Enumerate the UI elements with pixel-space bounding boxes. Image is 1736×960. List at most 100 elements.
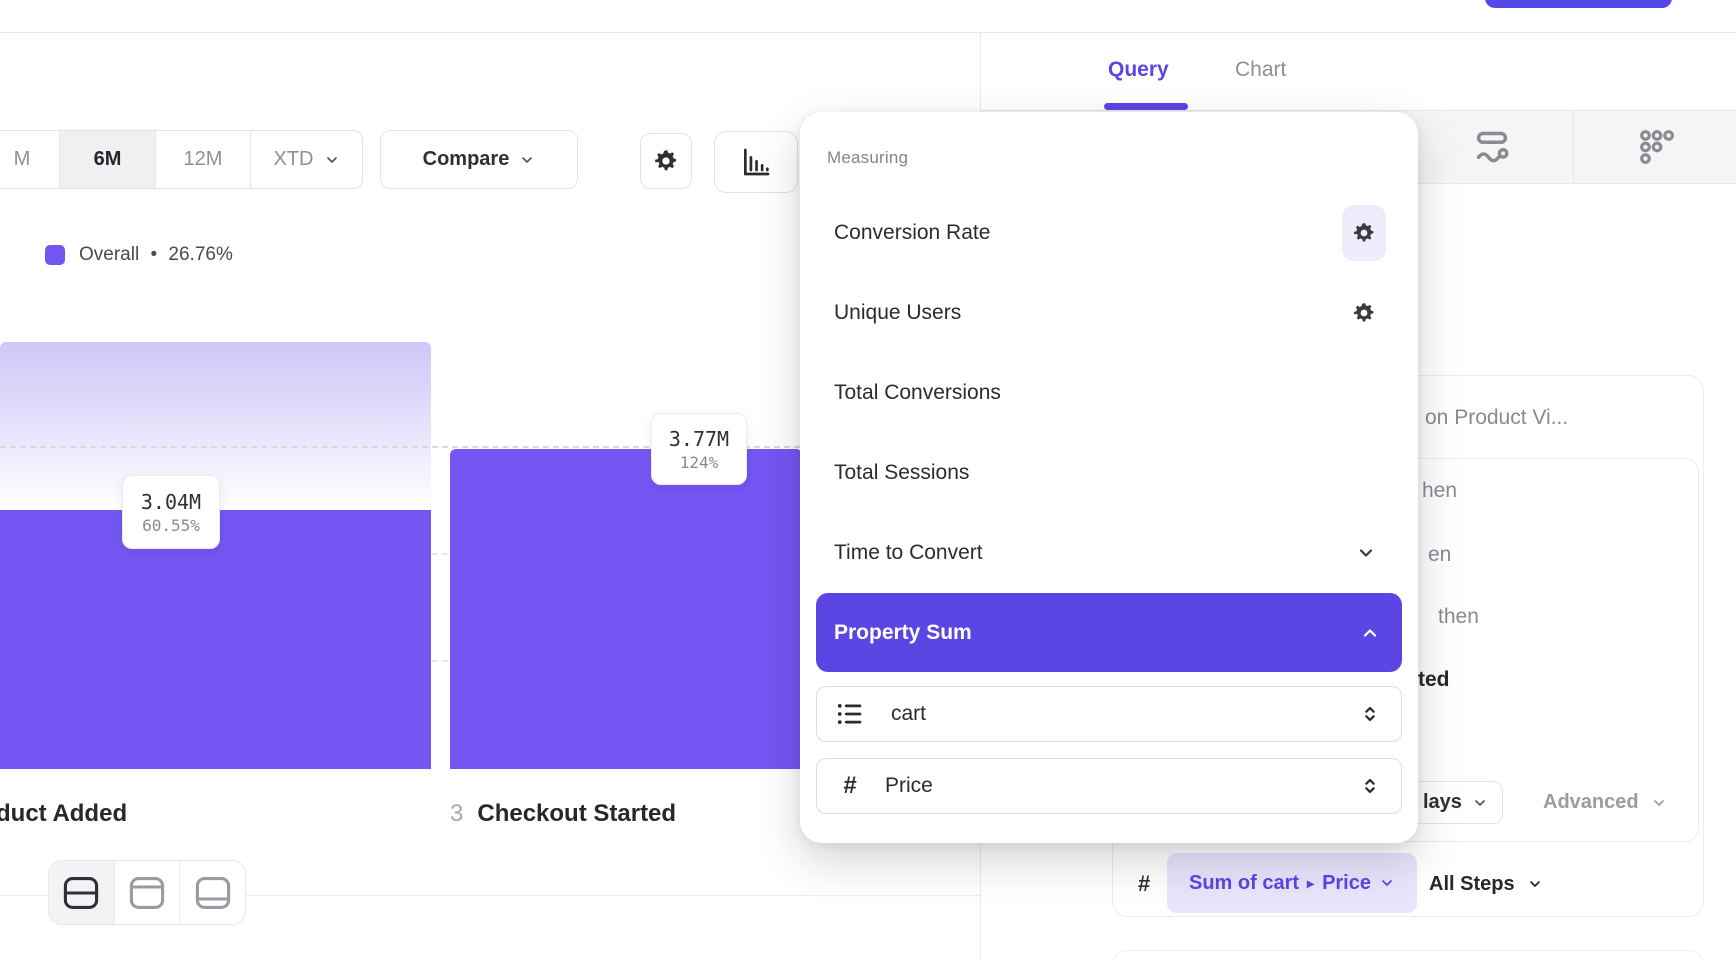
chevron-down-icon <box>1379 875 1395 891</box>
date-range-segmented-control: M 6M 12M XTD <box>0 130 363 189</box>
reference-dashed-line <box>0 446 800 448</box>
legend-separator: • <box>150 244 158 265</box>
menu-item-label: Unique Users <box>834 301 962 324</box>
chart-settings-button[interactable] <box>640 133 692 189</box>
chevron-down-icon <box>1472 795 1488 811</box>
metric-type-glyph: # <box>1138 868 1150 900</box>
value-tooltip-step3: 3.77M 124% <box>651 413 747 485</box>
topbar-divider <box>0 32 1736 33</box>
measured-property-chip[interactable]: Sum of cart ▸ Price <box>1167 853 1417 913</box>
chevron-down-icon <box>1651 795 1667 811</box>
chip-text: Sum of cart <box>1189 871 1300 894</box>
layout-split-bottom-button[interactable] <box>180 861 245 924</box>
menu-item-unique-users[interactable]: Unique Users <box>816 285 1402 341</box>
bar-step2-product-added[interactable] <box>0 510 431 769</box>
tab-chart[interactable]: Chart <box>1235 58 1287 81</box>
tab-query-active-underline <box>1104 103 1188 110</box>
primary-action-button[interactable] <box>1485 0 1672 8</box>
menu-item-label: Time to Convert <box>834 541 983 564</box>
property-select-value: Price <box>885 774 933 797</box>
layout-split-top-button[interactable] <box>114 861 181 924</box>
legend-value: 26.76% <box>168 244 233 265</box>
tab-query[interactable]: Query <box>1108 58 1169 81</box>
steps-scope-label: All Steps <box>1429 872 1515 895</box>
advanced-dropdown[interactable]: Advanced <box>1543 781 1667 824</box>
step-row-fragment-1: hen <box>1422 479 1458 502</box>
conversion-window-fragment: lays <box>1423 791 1462 813</box>
view-toolbar-segment-divider <box>1573 111 1574 183</box>
tooltip-value: 3.04M <box>140 489 202 514</box>
bar-step3-checkout-started[interactable] <box>450 449 802 769</box>
menu-item-total-conversions[interactable]: Total Conversions <box>816 365 1402 421</box>
menu-item-label: Total Sessions <box>834 461 970 484</box>
conversion-rate-settings-button[interactable] <box>1342 205 1386 261</box>
hash-icon: # <box>843 772 857 799</box>
chevron-down-icon <box>324 152 340 168</box>
step-row-fragment-4: ted <box>1418 668 1450 691</box>
compare-label: Compare <box>422 148 510 170</box>
tabs-bottom-divider <box>980 110 1736 111</box>
property-select-cart[interactable]: cart <box>816 686 1402 742</box>
measuring-title: Measuring <box>827 148 909 167</box>
chevron-up-icon <box>1360 623 1380 643</box>
layout-split-middle-icon <box>63 876 99 910</box>
range-segment-xtd-label: XTD <box>273 148 314 170</box>
value-tooltip-step2: 3.04M 60.55% <box>122 475 220 549</box>
query-header-fragment: on Product Vi... <box>1425 406 1569 429</box>
menu-item-property-sum-selected[interactable]: Property Sum <box>816 593 1402 672</box>
gear-icon[interactable] <box>1352 301 1376 325</box>
measuring-dropdown-panel: Measuring Conversion Rate Unique Users T… <box>800 112 1418 843</box>
hash-icon: # <box>1138 871 1151 896</box>
range-segment-6m[interactable]: 6M <box>60 131 156 188</box>
chip-property: Price <box>1322 871 1371 894</box>
legend-row[interactable]: Overall • 26.76% <box>45 244 233 266</box>
range-segment-12m[interactable]: 12M <box>156 131 251 188</box>
funnel-bar-chart-icon <box>740 146 772 178</box>
menu-item-time-to-convert[interactable]: Time to Convert <box>816 525 1402 581</box>
step3-label: 3 Checkout Started <box>450 800 676 828</box>
tooltip-percent: 124% <box>679 452 719 472</box>
property-select-price[interactable]: # Price <box>816 758 1402 814</box>
legend-label: Overall • 26.76% <box>79 244 233 266</box>
menu-item-label: Total Conversions <box>834 381 1001 404</box>
chip-arrow-icon: ▸ <box>1307 874 1315 891</box>
flows-icon <box>1473 127 1511 167</box>
legend-swatch <box>45 245 65 265</box>
chevron-down-icon <box>519 152 535 168</box>
gear-icon <box>1352 221 1376 245</box>
next-section-card <box>1112 950 1704 960</box>
up-down-stepper-icon[interactable] <box>1359 703 1381 725</box>
menu-item-total-sessions[interactable]: Total Sessions <box>816 445 1402 501</box>
menu-item-conversion-rate[interactable]: Conversion Rate <box>816 205 1402 261</box>
layout-split-top-icon <box>129 876 165 910</box>
chevron-down-icon <box>1527 876 1543 892</box>
layout-split-bottom-icon <box>195 876 231 910</box>
property-select-value: cart <box>891 702 927 725</box>
legend-series: Overall <box>79 244 140 265</box>
range-segment-m[interactable]: M <box>0 131 60 188</box>
steps-scope-dropdown[interactable]: All Steps <box>1429 868 1543 900</box>
tooltip-percent: 60.55% <box>142 515 200 535</box>
chart-bottom-divider <box>0 895 980 896</box>
chart-type-button[interactable] <box>714 131 798 193</box>
tooltip-value: 3.77M <box>668 426 730 451</box>
dots-funnel-view-button[interactable] <box>1634 125 1678 169</box>
breakdown-layout-toggle-group <box>48 860 246 925</box>
flows-view-button[interactable] <box>1472 127 1512 167</box>
menu-item-label: Property Sum <box>834 620 972 644</box>
step3-title: Checkout Started <box>477 800 677 827</box>
up-down-stepper-icon[interactable] <box>1359 775 1381 797</box>
dots-funnel-icon <box>1635 126 1677 168</box>
step2-label-fragment: duct Added <box>0 800 128 827</box>
step-row-fragment-3: then <box>1438 605 1479 628</box>
range-segment-xtd[interactable]: XTD <box>251 131 362 188</box>
menu-item-label: Conversion Rate <box>834 221 991 244</box>
layout-split-middle-button[interactable] <box>49 861 115 924</box>
step-row-fragment-2: en <box>1428 543 1452 566</box>
chevron-down-icon <box>1356 543 1376 563</box>
advanced-label: Advanced <box>1543 791 1639 813</box>
step3-index: 3 <box>450 800 464 827</box>
compare-button[interactable]: Compare <box>380 130 578 189</box>
gear-icon <box>653 148 679 174</box>
